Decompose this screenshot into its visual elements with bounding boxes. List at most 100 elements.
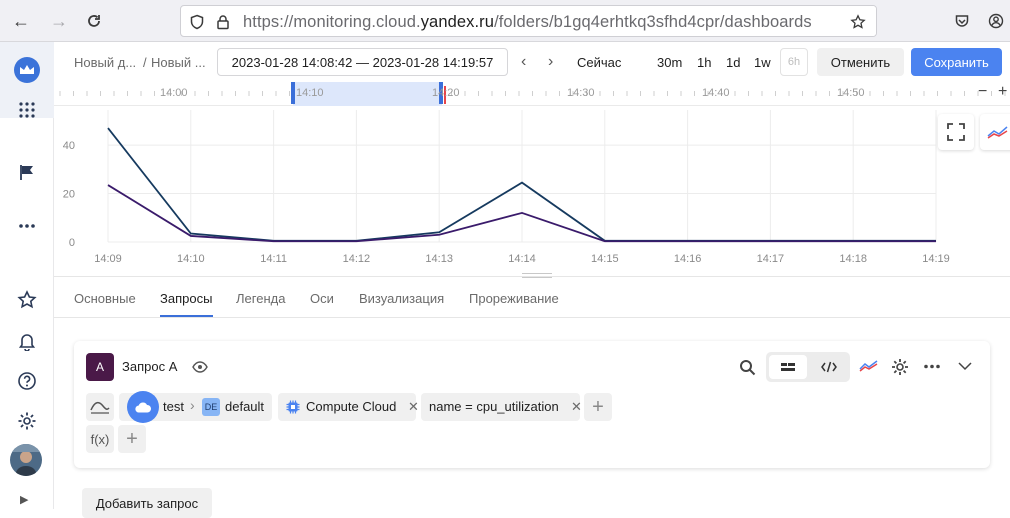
reload-icon[interactable]: [82, 9, 106, 33]
plus-icon: +: [592, 395, 604, 418]
add-function-plus-button[interactable]: +: [118, 425, 146, 453]
chevron-left-icon[interactable]: ‹: [521, 53, 527, 70]
tab-visualization[interactable]: Визуализация: [359, 291, 445, 306]
x-tick-label: 14:17: [757, 253, 785, 265]
y-tick-label: 0: [69, 237, 75, 249]
preset-6h[interactable]: 6h: [780, 48, 808, 76]
zoom-out-icon[interactable]: −: [978, 83, 988, 100]
folder-name: default: [225, 399, 265, 414]
user-avatar[interactable]: [10, 444, 42, 476]
x-tick-label: 14:16: [674, 253, 702, 265]
x-tick-label: 14:14: [508, 253, 536, 265]
account-icon[interactable]: [988, 13, 1004, 29]
add-filter-button[interactable]: +: [584, 393, 612, 421]
settings-gear-icon[interactable]: [11, 405, 43, 437]
timeline-handle-right[interactable]: [439, 82, 443, 104]
code-icon: [821, 361, 837, 373]
tab-basic[interactable]: Основные: [74, 291, 136, 306]
x-tick-label: 14:15: [591, 253, 619, 265]
query-mode-switch: [766, 352, 850, 382]
code-mode-button[interactable]: [810, 355, 848, 379]
breadcrumb-separator: /: [143, 55, 147, 70]
timeline-now-marker: [444, 86, 446, 104]
close-icon[interactable]: ✕: [571, 399, 582, 414]
label-filter-chip[interactable]: name = cpu_utilization ✕: [421, 393, 582, 421]
chart-lines-icon: [987, 126, 1008, 139]
cancel-button[interactable]: Отменить: [817, 48, 904, 76]
widget-tabs: Основные Запросы Легенда Оси Визуализаци…: [54, 282, 1010, 318]
more-dots-icon[interactable]: [11, 210, 43, 242]
y-tick-label: 40: [63, 140, 75, 152]
back-icon[interactable]: ←: [12, 10, 30, 31]
timeline-handle-left[interactable]: [291, 82, 295, 104]
lock-icon[interactable]: [215, 14, 231, 30]
more-dots-icon[interactable]: [924, 364, 940, 369]
now-button[interactable]: Сейчас: [577, 55, 622, 70]
tab-axes[interactable]: Оси: [310, 291, 334, 306]
cloud-folder-chip[interactable]: test › DE default: [119, 391, 272, 423]
resize-handle[interactable]: [522, 273, 552, 278]
folder-badge: DE: [202, 398, 220, 416]
tab-queries[interactable]: Запросы: [160, 291, 213, 306]
breadcrumb-widget[interactable]: Новый ...: [151, 55, 206, 70]
time-range-input[interactable]: 2023-01-28 14:08:42 — 2023-01-28 14:19:5…: [217, 48, 508, 76]
zoom-in-icon[interactable]: +: [998, 83, 1008, 100]
chevron-right-icon[interactable]: ›: [548, 53, 554, 70]
eye-icon[interactable]: [192, 360, 208, 374]
expand-rail-icon[interactable]: ▶: [20, 494, 29, 506]
blocks-icon: [781, 363, 795, 371]
x-tick-label: 14:18: [839, 253, 867, 265]
add-query-button[interactable]: Добавить запрос: [82, 488, 212, 518]
preset-1d[interactable]: 1d: [726, 55, 741, 70]
timeline-label: 14:40: [702, 87, 730, 99]
timeline-ticks: [59, 82, 1006, 106]
breadcrumb-dashboard[interactable]: Новый д...: [74, 55, 137, 70]
chart-lines-icon[interactable]: [859, 359, 879, 373]
chart-type-button[interactable]: [980, 114, 1010, 150]
downsampling-toggle[interactable]: [86, 393, 114, 421]
tab-legend[interactable]: Легенда: [236, 291, 286, 306]
timeline-label: 14:10: [296, 87, 324, 99]
shield-icon[interactable]: [189, 14, 205, 30]
pocket-icon[interactable]: [954, 13, 970, 29]
query-title[interactable]: Запрос A: [122, 359, 178, 374]
label-filter: name = cpu_utilization: [429, 399, 559, 414]
dashboard-toolbar: Новый д... / Новый ... 2023-01-28 14:08:…: [54, 42, 1010, 82]
timeline-label: 14:50: [837, 87, 865, 99]
timeline-label: 14:00: [160, 87, 188, 99]
timeline-strip[interactable]: 14:00 14:10 14:20 14:30 14:40 14:50 − +: [54, 82, 1010, 106]
gear-icon[interactable]: [891, 358, 909, 376]
visual-mode-button[interactable]: [769, 355, 807, 379]
tab-downsampling[interactable]: Прореживание: [469, 291, 559, 306]
cloud-name: test: [163, 399, 184, 414]
y-tick-label: 20: [63, 189, 75, 201]
preset-1w[interactable]: 1w: [754, 55, 771, 70]
chevron-down-icon[interactable]: [958, 362, 972, 371]
service-name: Compute Cloud: [306, 399, 397, 414]
fullscreen-icon: [947, 123, 965, 141]
search-icon[interactable]: [739, 359, 756, 376]
query-letter-badge: A: [86, 353, 114, 381]
series-line-2[interactable]: [107, 184, 936, 243]
x-tick-label: 14:13: [425, 253, 453, 265]
x-tick-label: 14:19: [922, 253, 950, 265]
forward-icon[interactable]: →: [50, 10, 68, 31]
fullscreen-button[interactable]: [938, 114, 974, 150]
preset-30m[interactable]: 30m: [657, 55, 683, 70]
preset-1h[interactable]: 1h: [697, 55, 712, 70]
favorites-star-icon[interactable]: [11, 284, 43, 316]
services-grid-icon[interactable]: [11, 94, 43, 126]
save-button[interactable]: Сохранить: [911, 48, 1002, 76]
help-icon[interactable]: [11, 365, 43, 397]
flag-icon[interactable]: [11, 156, 43, 188]
query-card: A Запрос A test › DE default Compute Clo…: [74, 341, 990, 468]
bookmark-star-icon[interactable]: [850, 14, 866, 30]
monitoring-logo-icon[interactable]: [11, 54, 43, 86]
timeline-selection[interactable]: [293, 82, 442, 106]
service-chip[interactable]: Compute Cloud ✕: [278, 393, 419, 421]
chart-canvas[interactable]: 14:09 14:10 14:11 14:12 14:13 14:14 14:15 14:16…: [54, 106, 1010, 276]
add-function-button[interactable]: f(x): [86, 425, 114, 453]
notifications-bell-icon[interactable]: [11, 325, 43, 357]
address-bar[interactable]: https://monitoring.cloud.yandex.ru/folde…: [180, 5, 877, 37]
close-icon[interactable]: ✕: [408, 399, 419, 414]
